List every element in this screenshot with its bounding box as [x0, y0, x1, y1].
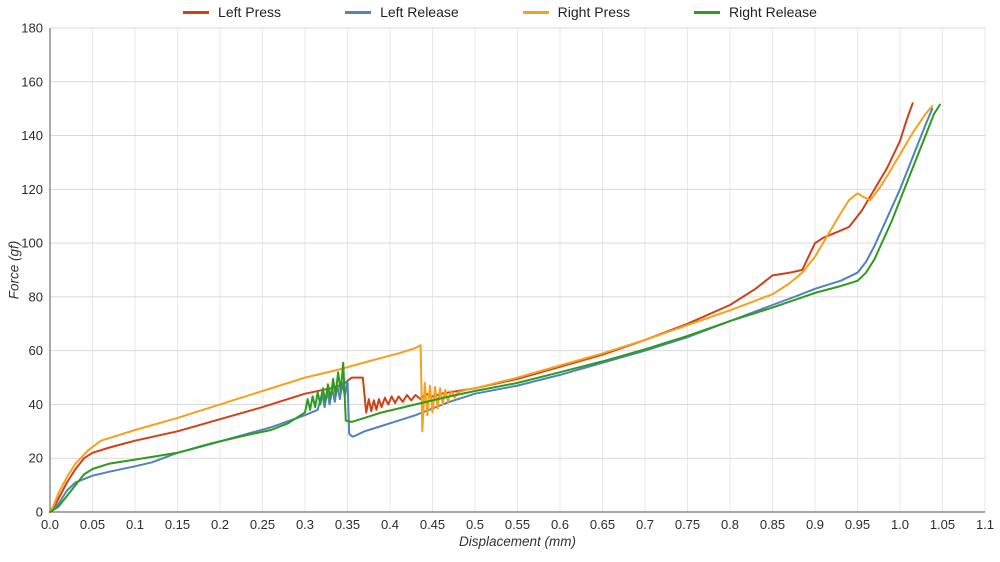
legend-label-left-release: Left Release [380, 4, 459, 20]
y-tick-label: 180 [21, 21, 43, 36]
x-tick-label: 0.6 [551, 517, 569, 532]
legend-item-left-press[interactable]: Left Press [183, 4, 281, 20]
chart-legend: Left Press Left Release Right Press Right R… [0, 1, 1000, 23]
x-tick-label: 0.8 [721, 517, 739, 532]
x-tick-label: 1.0 [891, 517, 909, 532]
x-tick-label: 0.85 [760, 517, 785, 532]
x-tick-label: 0.5 [466, 517, 484, 532]
legend-swatch-left-release [345, 10, 372, 14]
x-tick-label: 0.55 [505, 517, 530, 532]
x-tick-label: 0.45 [420, 517, 445, 532]
y-tick-label: 20 [29, 451, 43, 466]
y-tick-label: 80 [29, 289, 43, 304]
y-tick-label: 40 [29, 397, 43, 412]
series-line-right-release [49, 103, 941, 513]
y-tick-label: 60 [29, 343, 43, 358]
legend-swatch-left-press [183, 10, 210, 14]
y-tick-label: 140 [21, 128, 43, 143]
x-tick-label: 0.75 [675, 517, 700, 532]
x-tick-label: 0.65 [590, 517, 615, 532]
y-tick-label: 120 [21, 182, 43, 197]
y-tick-label: 100 [21, 236, 43, 251]
series-line-left-press [49, 102, 914, 513]
legend-swatch-right-release [694, 10, 721, 14]
x-tick-label: 0.4 [381, 517, 399, 532]
x-tick-label: 0.0 [41, 517, 59, 532]
x-tick-label: 1.05 [930, 517, 955, 532]
x-tick-label: 1.1 [976, 517, 994, 532]
x-tick-label: 0.35 [335, 517, 360, 532]
legend-label-left-press: Left Press [218, 4, 282, 20]
x-tick-label: 0.7 [636, 517, 654, 532]
x-tick-label: 0.3 [296, 517, 314, 532]
y-tick-label: 0 [36, 505, 43, 520]
y-tick-label: 160 [21, 74, 43, 89]
legend-item-right-press[interactable]: Right Press [522, 4, 631, 20]
legend-label-right-release: Right Release [729, 4, 817, 20]
x-tick-label: 0.15 [165, 517, 190, 532]
x-tick-label: 0.2 [211, 517, 229, 532]
x-axis-title: Displacement (mm) [458, 534, 577, 549]
legend-swatch-right-press [522, 10, 549, 14]
x-tick-label: 0.9 [806, 517, 824, 532]
series-line-right-press [49, 105, 934, 513]
x-tick-label: 0.1 [126, 517, 144, 532]
legend-item-right-release[interactable]: Right Release [694, 4, 817, 20]
legend-item-left-release[interactable]: Left Release [345, 4, 459, 20]
x-tick-label: 0.25 [250, 517, 275, 532]
x-tick-label: 0.95 [845, 517, 870, 532]
legend-label-right-press: Right Press [557, 4, 631, 20]
x-tick-label: 0.05 [80, 517, 105, 532]
